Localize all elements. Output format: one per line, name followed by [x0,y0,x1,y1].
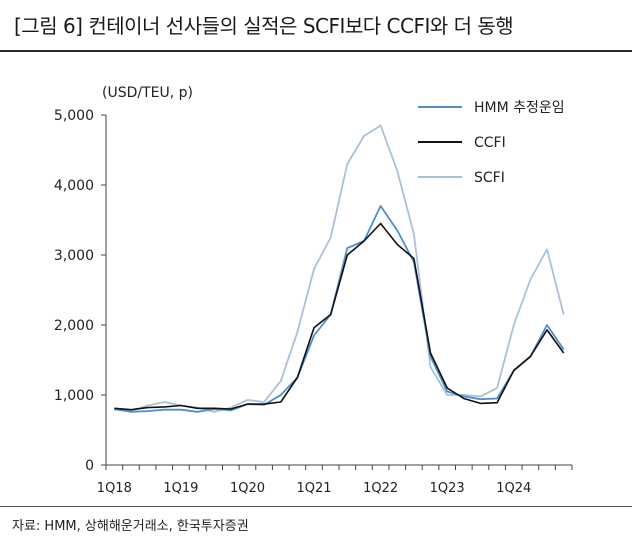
source-note: 자료: HMM, 상해해운거래소, 한국투자증권 [12,515,249,534]
y-axis: 0 1,000 2,000 3,000 4,000 5,000 [54,108,106,474]
x-tick-label: 1Q18 [97,481,132,496]
x-axis: 1Q18 1Q19 1Q20 1Q21 1Q22 1Q23 1Q24 [97,465,572,496]
x-tick-label: 1Q24 [496,481,531,496]
y-tick-label: 5,000 [54,108,94,124]
y-tick-label: 2,000 [54,318,94,334]
legend-label: SCFI [474,170,505,186]
series-line-1 [114,224,563,410]
footer-divider [0,506,632,507]
x-tick-label: 1Q20 [230,481,265,496]
x-tick-label: 1Q23 [430,481,465,496]
line-chart: (USD/TEU, p) 01,0002,0003,0004,0005,000 … [0,60,632,500]
x-tick-label: 1Q21 [297,481,332,496]
y-tick-label: 1,000 [54,388,94,404]
legend-label: CCFI [474,135,506,151]
legend: HMM 추정운임 CCFI SCFI [418,100,565,186]
x-tick-label: 1Q22 [363,481,398,496]
series-layer [114,126,563,412]
y-tick-label: 3,000 [54,248,94,264]
y-tick-label: 0 [85,458,94,474]
series-line-2 [114,126,563,412]
legend-label: HMM 추정운임 [474,100,565,116]
series-line-0 [114,206,563,412]
y-tick-label: 4,000 [54,178,94,194]
unit-label: (USD/TEU, p) [102,85,193,101]
x-tick-label: 1Q19 [163,481,198,496]
chart-title: [그림 6] 컨테이너 선사들의 실적은 SCFI보다 CCFI와 더 동행 [14,10,513,39]
title-divider [0,50,632,52]
